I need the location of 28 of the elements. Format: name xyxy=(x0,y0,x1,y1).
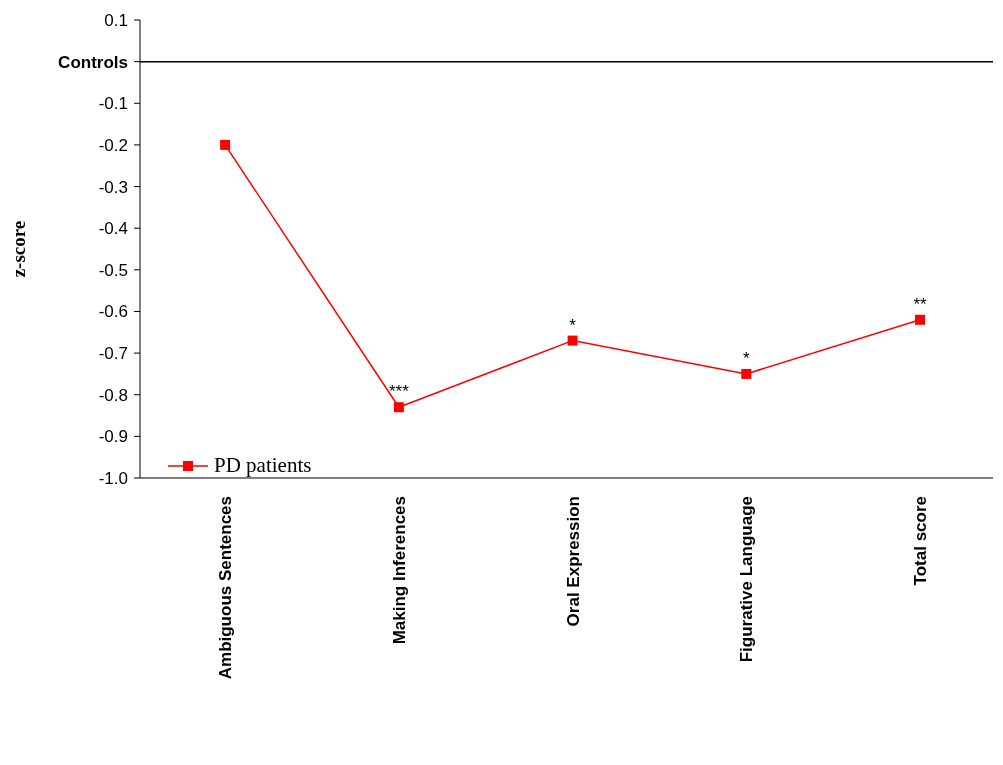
x-tick-label: Figurative Language xyxy=(737,496,757,663)
y-tick-label: 0.1 xyxy=(104,11,128,30)
y-tick-label: -0.6 xyxy=(98,302,128,322)
y-tick-label: -0.7 xyxy=(98,344,128,364)
x-tick-label: Making Inferences xyxy=(389,496,409,645)
point xyxy=(220,139,231,150)
x-tick-label: Oral Expression xyxy=(563,496,583,627)
y-tick-label: -1.0 xyxy=(98,469,128,488)
y-tick-label: -0.8 xyxy=(98,385,128,405)
y-tick-label: -0.3 xyxy=(98,177,128,197)
x-tick-label: Total score xyxy=(911,496,931,586)
y-tick-label: Controls xyxy=(58,52,128,72)
x-tick-label: Ambiguous Sentences xyxy=(216,496,236,680)
annotation: *** xyxy=(388,382,410,402)
point xyxy=(915,314,926,325)
y-tick-label: -0.1 xyxy=(98,94,128,114)
annotation: ** xyxy=(913,294,928,314)
y-tick-label: -0.9 xyxy=(98,427,128,447)
point xyxy=(741,368,752,379)
annotation: * xyxy=(743,348,750,368)
point xyxy=(567,335,578,346)
point xyxy=(393,402,404,413)
y-tick-label: -0.4 xyxy=(98,219,128,239)
legend-label: PD patients xyxy=(214,453,312,478)
y-axis-title: z-score xyxy=(7,220,29,278)
y-tick-label: -0.2 xyxy=(98,135,128,155)
annotation: * xyxy=(569,315,577,335)
y-tick-label: -0.5 xyxy=(98,260,128,280)
